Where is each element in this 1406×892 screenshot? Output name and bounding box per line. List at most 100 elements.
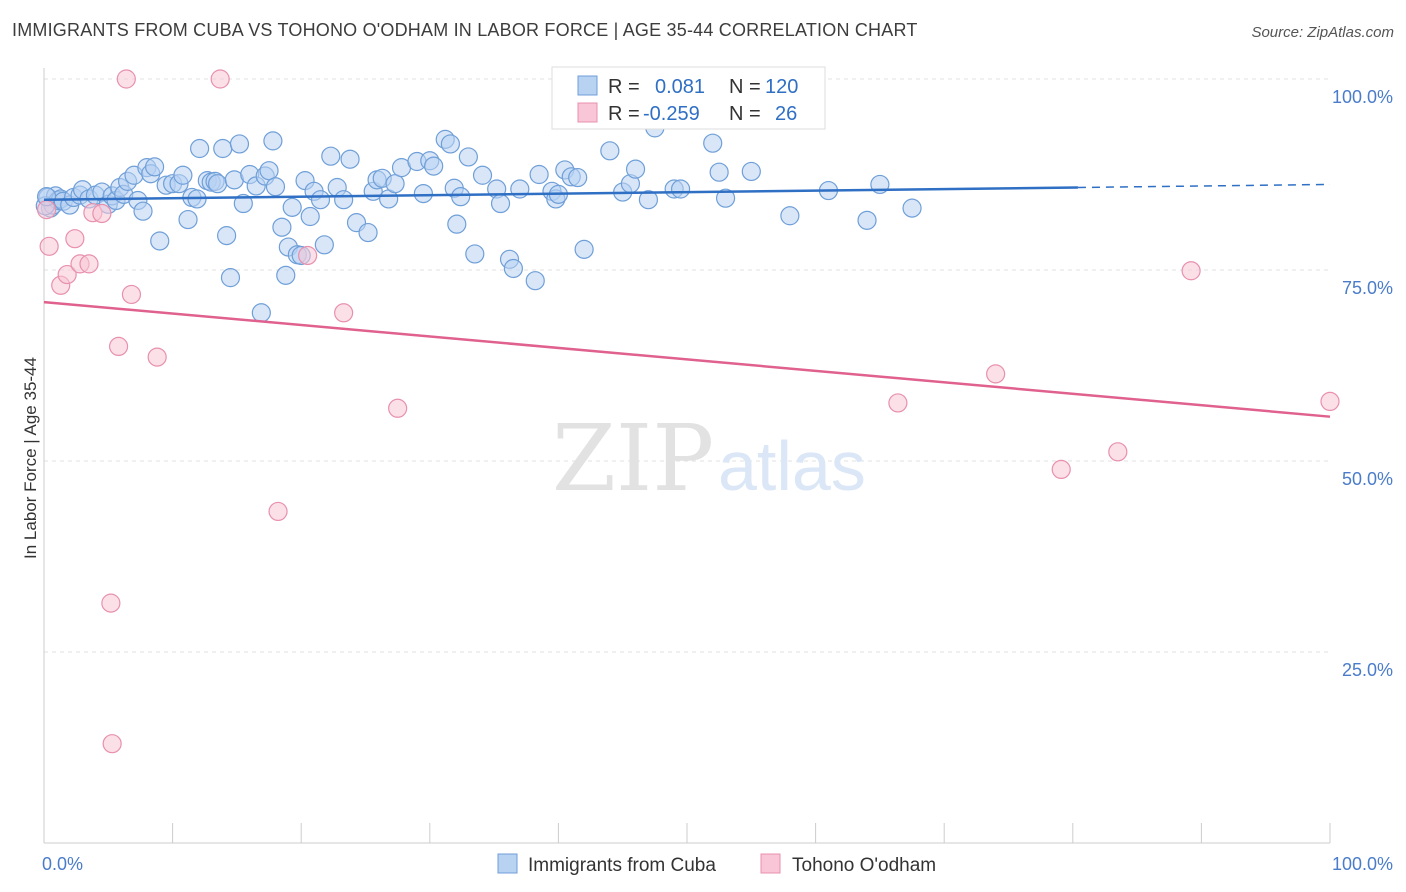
point-cuba-55 (282, 197, 302, 217)
trend-line-cuba-extension (1077, 183, 1331, 189)
point-tohono-25 (36, 200, 57, 220)
stats-r-label-cuba: R = (608, 76, 640, 98)
point-cuba-63 (321, 146, 341, 166)
stats-n-label-cuba: N = (729, 76, 761, 98)
point-cuba-47 (251, 303, 271, 323)
point-tohono-22 (1108, 442, 1128, 462)
point-cuba-90 (503, 258, 523, 279)
point-cuba-115 (857, 210, 877, 230)
point-cuba-51 (265, 177, 286, 197)
series-tohono-points (36, 69, 1340, 754)
point-cuba-39 (213, 138, 233, 159)
point-cuba-65 (334, 190, 354, 210)
chart-title: IMMIGRANTS FROM CUBA VS TOHONO O'ODHAM I… (12, 20, 918, 40)
point-tohono-2 (39, 236, 59, 256)
point-tohono-24 (1320, 391, 1340, 412)
legend-swatch-cuba (497, 853, 518, 874)
point-cuba-93 (529, 164, 549, 185)
point-cuba-104 (625, 159, 646, 179)
point-tohono-4 (57, 264, 77, 285)
point-tohono-1 (210, 69, 230, 89)
y-tick-label-0: 25.0% (1342, 660, 1393, 680)
source-label: Source: ZipAtlas.com (1251, 24, 1394, 41)
point-tohono-14 (334, 303, 354, 323)
point-cuba-66 (340, 149, 360, 169)
stats-n-value-tohono: 26 (775, 103, 797, 125)
point-cuba-85 (465, 244, 485, 264)
point-cuba-99 (568, 167, 588, 188)
point-cuba-59 (300, 206, 320, 227)
point-cuba-76 (413, 184, 433, 204)
point-tohono-12 (147, 347, 167, 367)
point-cuba-83 (451, 187, 471, 207)
point-cuba-40 (217, 226, 237, 246)
point-cuba-84 (458, 147, 478, 167)
point-tohono-17 (101, 593, 121, 613)
point-cuba-38 (208, 174, 228, 194)
point-cuba-78 (424, 156, 444, 176)
point-tohono-18 (102, 734, 122, 754)
stats-legend-swatch-cuba (577, 75, 598, 96)
point-tohono-10 (108, 336, 129, 356)
point-cuba-22 (133, 201, 153, 221)
stats-r-value-tohono: -0.259 (643, 103, 700, 125)
point-cuba-108 (670, 179, 691, 199)
y-tick-label-2: 75.0% (1342, 278, 1393, 298)
point-cuba-34 (190, 138, 210, 159)
point-cuba-49 (259, 161, 279, 181)
point-cuba-30 (173, 165, 193, 185)
point-tohono-0 (116, 69, 136, 89)
point-cuba-82 (447, 214, 467, 234)
point-cuba-50 (263, 131, 283, 151)
x-tick-labels: 0.0% 100.0% (42, 854, 1393, 874)
x-tick-label-1: 100.0% (1332, 854, 1393, 874)
point-cuba-53 (276, 265, 296, 285)
point-cuba-112 (741, 161, 761, 182)
point-tohono-13 (298, 245, 318, 266)
point-cuba-113 (780, 206, 800, 226)
point-tohono-16 (268, 501, 288, 522)
point-cuba-41 (220, 268, 241, 288)
point-cuba-61 (310, 190, 331, 210)
trend-lines (43, 183, 1331, 418)
point-tohono-9 (92, 203, 112, 224)
point-tohono-11 (121, 284, 142, 305)
point-cuba-73 (385, 174, 405, 194)
legend-swatch-tohono (760, 853, 781, 874)
stats-r-value-cuba: 0.081 (655, 76, 705, 98)
watermark-zip: ZIP (552, 405, 714, 512)
trend-line-cuba (43, 186, 1078, 201)
point-cuba-25 (144, 157, 165, 177)
point-cuba-86 (472, 165, 493, 185)
point-cuba-62 (314, 235, 334, 255)
y-tick-label-1: 50.0% (1342, 469, 1393, 489)
point-cuba-105 (638, 190, 659, 210)
point-cuba-100 (574, 239, 594, 259)
grid-lines (44, 78, 1330, 653)
point-cuba-26 (150, 231, 170, 251)
stats-n-label-tohono: N = (729, 103, 761, 125)
legend-label-tohono: Tohono O'odham (792, 855, 936, 876)
point-cuba-109 (703, 133, 723, 153)
point-tohono-7 (79, 254, 99, 274)
point-cuba-88 (490, 193, 511, 214)
point-cuba-101 (600, 141, 620, 161)
y-tick-label-3: 100.0% (1332, 87, 1393, 107)
point-tohono-23 (1181, 261, 1201, 281)
point-tohono-20 (986, 364, 1006, 384)
point-cuba-31 (178, 209, 198, 230)
point-tohono-19 (888, 393, 908, 413)
trend-line-tohono (43, 300, 1331, 418)
y-axis-title: In Labor Force | Age 35-44 (21, 357, 40, 559)
point-tohono-21 (1051, 459, 1071, 480)
point-cuba-44 (233, 193, 253, 214)
point-tohono-5 (65, 229, 85, 249)
point-cuba-111 (715, 188, 736, 208)
bottom-legend: Immigrants from Cuba Tohono O'odham (497, 853, 936, 876)
point-cuba-110 (709, 162, 729, 182)
point-tohono-15 (388, 398, 408, 418)
point-cuba-52 (272, 217, 292, 237)
point-cuba-80 (440, 134, 460, 154)
legend-label-cuba: Immigrants from Cuba (528, 855, 716, 876)
